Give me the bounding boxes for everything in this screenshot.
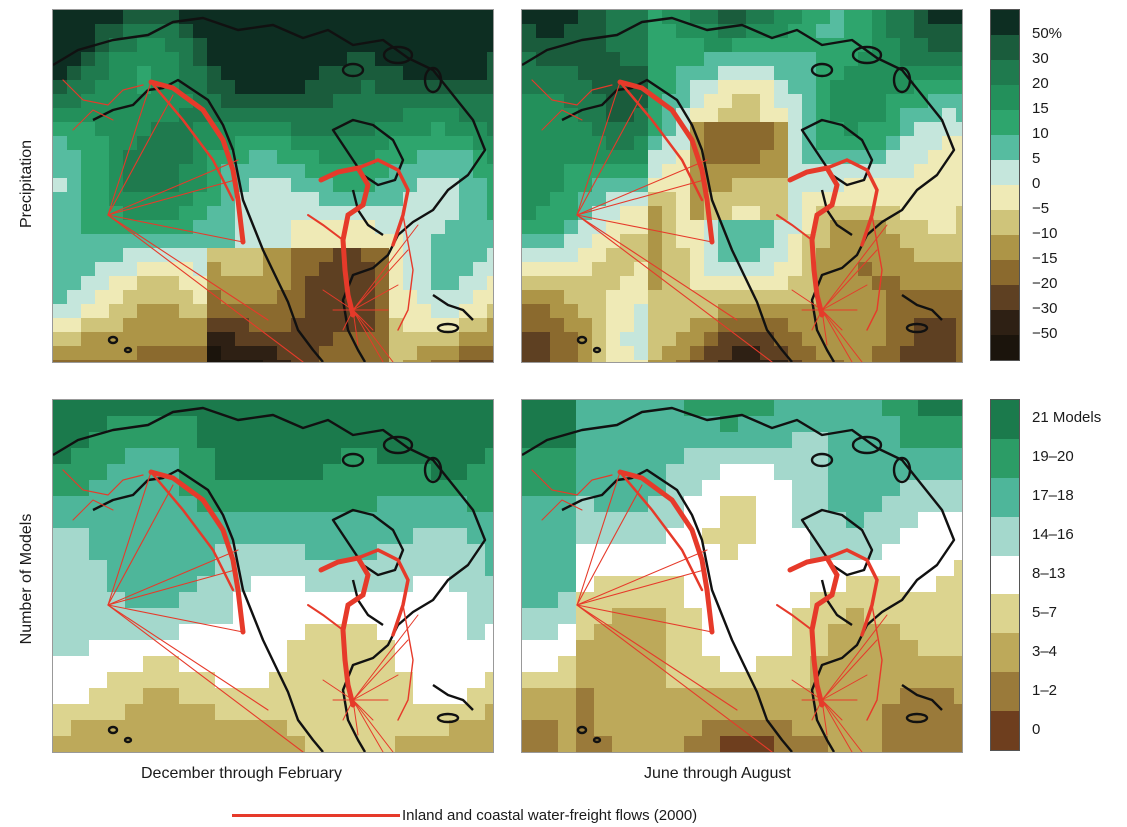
models-winter-map-svg [53,400,493,752]
models-label: 14–16 [1032,526,1074,544]
field-layer [522,10,962,362]
models-legend: 21 Models 19–20 17–18 14–16 8–13 5–7 3–4 1–2 0 [990,399,1125,751]
freight-flow-legend-label: Inland and coastal water-freight flows (… [402,806,698,824]
precip-swatch [991,285,1019,310]
summer-column-caption: June through August [644,765,791,782]
freight-flow-line-swatch [232,813,400,817]
precipitation-legend: 50% 30 20 15 10 5 0 −5 −10 −15 −20 −30 −50 [990,9,1110,361]
models-label: 3–4 [1032,642,1058,660]
precip-label: −10 [1032,225,1058,242]
models-swatch [991,633,1019,673]
precip-label: −15 [1032,250,1058,267]
models-swatch [991,555,1019,595]
models-swatch [991,438,1019,478]
models-label: 8–13 [1032,565,1066,582]
precip-label: 50% [1032,25,1063,42]
precip-label: 0 [1032,175,1041,192]
precip-label: 5 [1032,150,1041,167]
models-label: 21 Models [1032,409,1102,427]
map-models-winter [52,399,494,753]
precip-swatch [991,335,1019,360]
precip-winter-map-svg [53,10,493,362]
freight-flow-layer [531,79,888,362]
precipitation-row-label: Precipitation [18,139,35,229]
precipitation-color-scale [990,9,1020,361]
models-swatch [991,400,1019,439]
models-swatch [991,711,1019,750]
models-swatch [991,672,1019,711]
models-color-scale [990,399,1020,751]
models-label: 19–20 [1032,448,1074,466]
precip-swatch [991,110,1019,135]
freight-flow-layer [62,79,419,362]
precip-swatch [991,310,1019,335]
precip-swatch [991,210,1019,235]
precip-summer-map-svg [522,10,962,362]
coastline-layer [53,16,487,362]
map-precip-summer [521,9,963,363]
map-precip-winter [52,9,494,363]
precip-swatch [991,85,1019,110]
field-layer [53,400,493,752]
precip-swatch [991,35,1019,60]
winter-column-caption: December through February [141,765,342,782]
models-swatch [991,477,1019,517]
precip-label: −5 [1032,200,1050,217]
precip-swatch [991,160,1019,185]
models-summer-map-svg [522,400,962,752]
models-swatch [991,594,1019,634]
freight-flow-layer [531,469,888,752]
freight-flow-legend: Inland and coastal water-freight flows (… [232,803,697,827]
models-label: 5–7 [1032,603,1058,621]
precip-label: −30 [1032,300,1058,317]
models-label: 17–18 [1032,487,1074,505]
precip-label: 15 [1032,100,1049,117]
precip-label: 30 [1032,50,1049,67]
precip-label: 10 [1032,125,1049,142]
precip-swatch [991,260,1019,285]
precip-swatch [991,60,1019,85]
precip-label: −20 [1032,275,1058,292]
field-layer [53,10,493,362]
number-of-models-row-label: Number of Models [18,513,35,645]
models-label: 1–2 [1032,681,1058,699]
map-models-summer [521,399,963,753]
precip-swatch [991,235,1019,260]
freight-flow-layer [62,469,419,752]
precip-swatch [991,135,1019,160]
precip-label: 20 [1032,75,1049,92]
models-swatch [991,516,1019,556]
precip-swatch [991,185,1019,210]
coastline-layer [522,16,956,362]
models-label: 0 [1032,720,1041,738]
precip-label: −50 [1032,325,1058,342]
field-layer [522,400,962,752]
precip-swatch [991,10,1019,35]
coastline-layer [522,406,956,752]
